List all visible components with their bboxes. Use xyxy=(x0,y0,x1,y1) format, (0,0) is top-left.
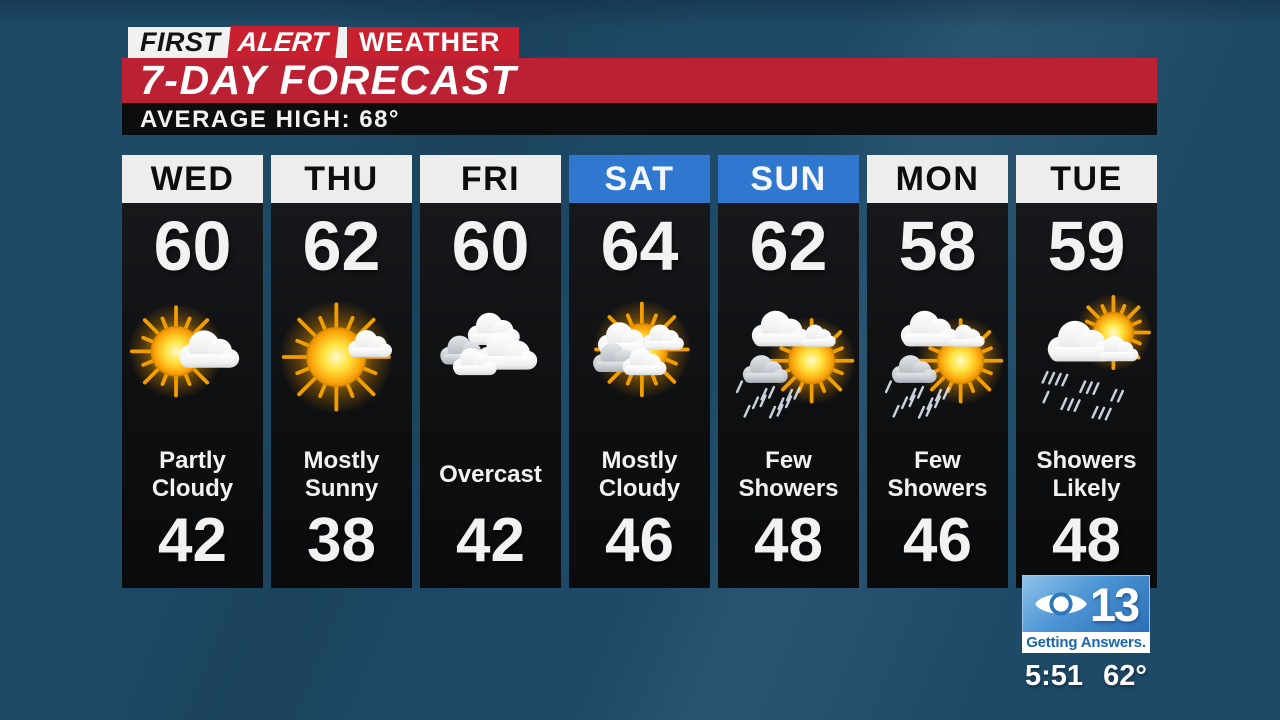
day-name-header: SUN xyxy=(718,155,859,203)
few-showers-icon xyxy=(872,289,1005,425)
partly-cloudy-icon xyxy=(127,289,259,425)
first-alert-logo: FIRST ALERT xyxy=(128,26,348,59)
current-temp: 62° xyxy=(1103,660,1147,692)
high-temp: 62 xyxy=(302,207,381,285)
day-name-header: THU xyxy=(271,155,412,203)
mostly-sunny-icon xyxy=(276,289,408,425)
low-temp: 46 xyxy=(605,506,674,575)
forecast-day-column: SUN 62 Few Showers 48 xyxy=(718,155,859,588)
overcast-icon xyxy=(425,289,557,425)
day-name-header: SAT xyxy=(569,155,710,203)
condition-label: Partly Cloudy xyxy=(151,447,234,502)
day-forecast-body: 59 Showers Likely 48 xyxy=(1016,203,1157,588)
day-name: SAT xyxy=(604,159,675,198)
weather-label: WEATHER xyxy=(347,27,519,58)
low-temp: 48 xyxy=(754,506,823,575)
forecast-day-column: WED 60 Partly Cloudy 42 xyxy=(122,155,263,588)
day-forecast-body: 60 Overcast 42 xyxy=(420,203,561,588)
day-name-header: FRI xyxy=(420,155,561,203)
condition-label: Few Showers xyxy=(738,447,839,502)
alert-label: ALERT xyxy=(226,26,338,59)
day-name: FRI xyxy=(460,159,521,198)
day-forecast-body: 62 Few Showers 48 xyxy=(718,203,859,588)
cbs-eye-icon xyxy=(1034,592,1087,616)
condition-label: Overcast xyxy=(439,461,542,488)
day-name: MON xyxy=(895,159,980,198)
forecast-day-column: FRI 60 Overcast 42 xyxy=(420,155,561,588)
forecast-day-column: MON 58 Few Showers 46 xyxy=(867,155,1008,588)
day-name: WED xyxy=(150,159,235,198)
mostly-cloudy-icon xyxy=(574,289,706,425)
forecast-grid: WED 60 Partly Cloudy 42 THU 62 Mostly Su… xyxy=(122,155,1157,588)
day-forecast-body: 62 Mostly Sunny 38 xyxy=(271,203,412,588)
few-showers-icon xyxy=(723,289,856,425)
day-name-header: MON xyxy=(867,155,1008,203)
condition-label: Mostly Sunny xyxy=(303,447,380,502)
first-alert-weather-banner: FIRST ALERT WEATHER xyxy=(128,26,519,59)
forecast-day-column: SAT 64 Mostly Cloudy 46 xyxy=(569,155,710,588)
day-forecast-body: 58 Few Showers 46 xyxy=(867,203,1008,588)
station-tagline: Getting Answers. xyxy=(1022,632,1150,653)
low-temp: 46 xyxy=(903,506,972,575)
high-temp: 58 xyxy=(898,207,977,285)
day-name: THU xyxy=(304,159,379,198)
station-logo: 13 xyxy=(1022,575,1150,632)
first-label: FIRST xyxy=(140,27,221,57)
high-temp: 62 xyxy=(749,207,828,285)
condition-label: Showers Likely xyxy=(1036,447,1137,502)
day-name: TUE xyxy=(1050,159,1123,198)
day-name: SUN xyxy=(750,159,827,198)
day-forecast-body: 64 Mostly Cloudy 46 xyxy=(569,203,710,588)
low-temp: 48 xyxy=(1052,506,1121,575)
station-bug: 13 Getting Answers. 5:51 62° xyxy=(1022,575,1150,693)
seven-day-forecast-title: 7-DAY FORECAST xyxy=(122,58,1157,103)
day-name-header: WED xyxy=(122,155,263,203)
low-temp: 38 xyxy=(307,506,376,575)
channel-number: 13 xyxy=(1089,577,1140,631)
high-temp: 60 xyxy=(451,207,530,285)
showers-likely-icon xyxy=(1021,289,1153,425)
low-temp: 42 xyxy=(456,506,525,575)
condition-label: Mostly Cloudy xyxy=(598,447,681,502)
time-temp-row: 5:51 62° xyxy=(1022,653,1150,693)
day-forecast-body: 60 Partly Cloudy 42 xyxy=(122,203,263,588)
clock: 5:51 xyxy=(1025,660,1084,692)
high-temp: 59 xyxy=(1047,207,1126,285)
day-name-header: TUE xyxy=(1016,155,1157,203)
average-high-bar: AVERAGE HIGH: 68° xyxy=(122,103,1157,135)
forecast-day-column: TUE 59 Showers Likely 48 xyxy=(1016,155,1157,588)
high-temp: 60 xyxy=(153,207,232,285)
high-temp: 64 xyxy=(600,207,679,285)
low-temp: 42 xyxy=(158,506,227,575)
forecast-day-column: THU 62 Mostly Sunny 38 xyxy=(271,155,412,588)
condition-label: Few Showers xyxy=(887,447,988,502)
